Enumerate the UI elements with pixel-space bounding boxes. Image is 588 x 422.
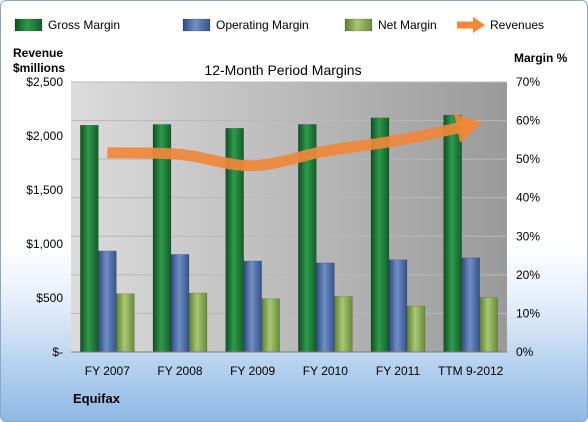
right-tick-label: 40% xyxy=(516,191,540,205)
revenue-line-layer xyxy=(107,113,483,172)
category-label: FY 2011 xyxy=(376,364,421,378)
category-labels: FY 2007 FY 2008 FY 2009 FY 2010 FY 2011 TTM 9… xyxy=(85,364,504,378)
right-tick-label: 0% xyxy=(516,345,534,359)
bar-operating-margin xyxy=(170,254,190,353)
bar-net-margin xyxy=(479,297,498,353)
right-tick-label: 50% xyxy=(516,152,540,166)
bar-operating-margin xyxy=(98,250,117,353)
bar-operating-margin xyxy=(316,262,335,353)
bar-series xyxy=(80,114,498,353)
left-axis-title-line1: Revenue xyxy=(13,46,63,60)
left-axis-ticks: $- $500 $1,000 $1,500 $2,000 $2,500 xyxy=(26,75,63,359)
bar-gross-margin xyxy=(443,114,462,353)
bar-net-margin xyxy=(406,305,426,353)
bar-net-margin xyxy=(116,293,135,353)
right-tick-label: 30% xyxy=(516,229,540,243)
left-axis-title-line2: $millions xyxy=(13,61,65,75)
revenue-arrow-head xyxy=(453,113,483,143)
legend-swatch xyxy=(182,18,211,32)
company-name: Equifax xyxy=(73,391,121,406)
left-tick-label: $500 xyxy=(36,291,63,305)
bar-gross-margin xyxy=(80,124,99,353)
bar-net-margin xyxy=(334,296,353,353)
category-label: FY 2010 xyxy=(303,364,348,378)
category-label: FY 2008 xyxy=(157,364,202,378)
category-label: FY 2007 xyxy=(85,364,130,378)
plot-area xyxy=(71,82,507,352)
revenue-line xyxy=(107,119,472,172)
legend-swatch xyxy=(344,18,373,32)
right-axis-ticks: 0% 10% 20% 30% 40% 50% 60% 70% xyxy=(516,75,540,359)
left-tick-label: $2,000 xyxy=(26,129,63,143)
bar-operating-margin xyxy=(388,259,408,353)
legend: Gross Margin Operating Margin Net Margin Re… xyxy=(14,17,544,33)
legend-label: Operating Margin xyxy=(216,18,309,32)
right-tick-label: 20% xyxy=(516,268,540,282)
bar-gross-margin xyxy=(370,117,390,353)
legend-label: Revenues xyxy=(490,18,544,32)
bar-net-margin xyxy=(261,298,280,353)
category-label: FY 2009 xyxy=(230,364,275,378)
left-tick-label: $2,500 xyxy=(26,75,63,89)
bar-operating-margin xyxy=(461,257,480,353)
legend-arrow-icon xyxy=(473,17,485,33)
category-label: TTM 9-2012 xyxy=(438,364,504,378)
legend-label: Net Margin xyxy=(378,18,437,32)
right-tick-label: 70% xyxy=(516,75,540,89)
bar-operating-margin xyxy=(243,260,262,353)
right-tick-label: 60% xyxy=(516,114,540,128)
legend-swatch xyxy=(14,18,43,32)
left-tick-label: $- xyxy=(52,345,63,359)
bar-net-margin xyxy=(188,292,208,353)
right-tick-label: 10% xyxy=(516,306,540,320)
legend-label: Gross Margin xyxy=(48,18,120,32)
chart-title: 12-Month Period Margins xyxy=(204,62,361,78)
left-tick-label: $1,000 xyxy=(26,237,63,251)
left-tick-label: $1,500 xyxy=(26,183,63,197)
right-axis-title: Margin % xyxy=(514,51,568,65)
